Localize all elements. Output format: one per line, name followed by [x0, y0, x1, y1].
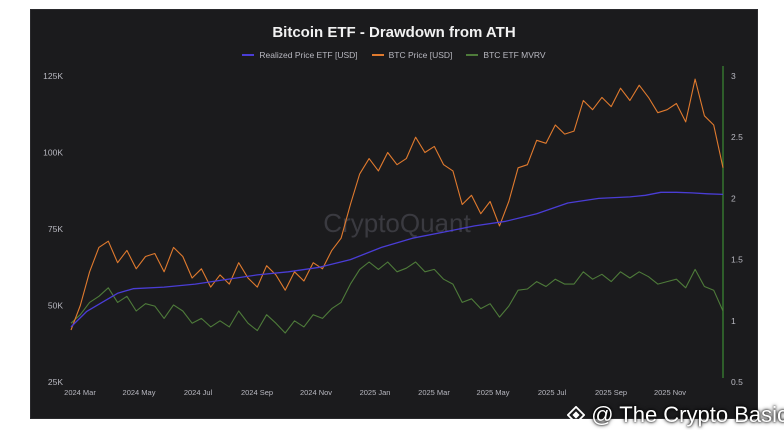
- y-right-tick-label: 1.5: [731, 255, 743, 265]
- x-tick-label: 2025 Jan: [360, 388, 391, 397]
- x-tick-label: 2025 Nov: [654, 388, 686, 397]
- chart-legend: Realized Price ETF [USD] BTC Price [USD]…: [31, 50, 757, 60]
- legend-item-realized-price[interactable]: Realized Price ETF [USD]: [242, 50, 358, 60]
- x-tick-label: 2025 Sep: [595, 388, 627, 397]
- diamond-logo-icon: [567, 406, 586, 424]
- chart-title: Bitcoin ETF - Drawdown from ATH: [272, 24, 516, 41]
- y-left-tick-label: 100K: [43, 148, 63, 158]
- x-tick-label: 2024 Sep: [241, 388, 273, 397]
- series-line-mvrv: [70, 261, 724, 334]
- legend-label-btc-price: BTC Price [USD]: [388, 50, 453, 60]
- credit-watermark: @ The Crypto Basic: [567, 402, 784, 428]
- y-right-tick-label: 2.5: [731, 132, 743, 142]
- series-line-realized-price: [70, 191, 724, 328]
- x-tick-label: 2025 May: [477, 388, 510, 397]
- x-tick-label: 2024 Mar: [64, 388, 96, 397]
- credit-text: @ The Crypto Basic: [591, 402, 784, 427]
- x-tick-label: 2024 Jul: [184, 388, 213, 397]
- legend-swatch-mvrv: [466, 54, 479, 56]
- legend-swatch-btc-price: [371, 54, 384, 56]
- legend-label-realized-price: Realized Price ETF [USD]: [259, 50, 358, 60]
- x-tick-label: 2024 Nov: [300, 388, 332, 397]
- legend-label-mvrv: BTC ETF MVRV: [483, 50, 546, 60]
- x-tick-label: 2024 May: [123, 388, 156, 397]
- chart-frame: CryptoQuant 25K 50K 75K 100K 125K 0.5 1 1.5 2 2.5…: [30, 9, 758, 419]
- y-left-tick-label: 75K: [48, 224, 63, 234]
- chart-plot: CryptoQuant 25K50K75K100K125K0.511.522.5…: [43, 66, 743, 397]
- y-left-tick-label: 50K: [48, 301, 63, 311]
- series-line-btc-price: [70, 78, 724, 331]
- y-right-tick-label: 3: [731, 71, 736, 81]
- y-left-tick-label: 125K: [43, 71, 63, 81]
- y-right-tick-label: 0.5: [731, 377, 743, 387]
- y-left-tick-label: 25K: [48, 377, 63, 387]
- x-tick-label: 2025 Mar: [418, 388, 450, 397]
- legend-swatch-realized-price: [242, 54, 255, 56]
- legend-item-mvrv[interactable]: BTC ETF MVRV: [466, 50, 546, 60]
- y-right-tick-label: 2: [731, 193, 736, 203]
- legend-item-btc-price[interactable]: BTC Price [USD]: [371, 50, 453, 60]
- x-tick-label: 2025 Jul: [538, 388, 567, 397]
- y-right-tick-label: 1: [731, 316, 736, 326]
